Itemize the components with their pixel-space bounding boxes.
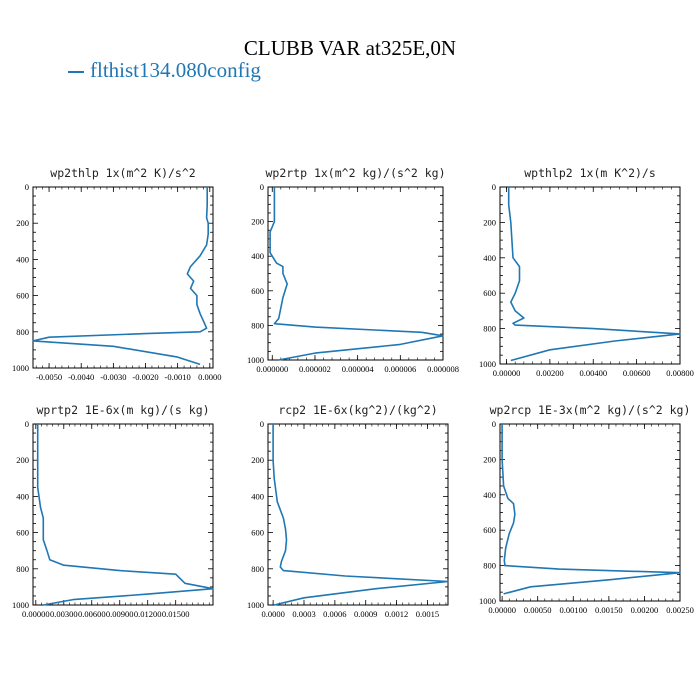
- x-tick-label: 0.0009: [354, 609, 377, 619]
- y-tick-label: 0: [492, 419, 496, 429]
- x-tick-label: 0.0012: [385, 609, 408, 619]
- y-tick-label: 1000: [479, 596, 496, 606]
- x-tick-label: 0.01500: [162, 609, 190, 619]
- y-tick-label: 600: [251, 286, 264, 296]
- plot-frame: [267, 186, 444, 361]
- x-tick-label: 0.00000: [488, 605, 516, 615]
- y-tick-label: 800: [251, 564, 264, 574]
- plot-panel: wp2rtp 1x(m^2 kg)/(s^2 kg)0 200 400 600 800 1…: [247, 166, 459, 374]
- plot-title: wprtp2 1E-6x(m kg)/(s kg): [36, 403, 209, 417]
- y-tick-label: 1000: [247, 600, 264, 610]
- x-tick-label: 0.00200: [536, 368, 564, 378]
- plot-panel: wp2thlp 1x(m^2 K)/s^2 0 200 400 600 800 1000 -0…: [12, 166, 221, 382]
- x-tick-label: 0.0006: [323, 609, 346, 619]
- y-tick-label: 400: [483, 490, 496, 500]
- legend-label: flthist134.080config: [90, 58, 261, 82]
- plot-title: wp2rtp 1x(m^2 kg)/(s^2 kg): [265, 166, 445, 180]
- series-line: [501, 424, 681, 595]
- y-tick-label: 1000: [12, 600, 29, 610]
- x-tick-label: 0.000004: [342, 364, 375, 374]
- x-tick-label: 0.000008: [427, 364, 459, 374]
- y-tick-label: 600: [16, 291, 29, 301]
- y-tick-label: 0: [25, 182, 29, 192]
- plot-title: rcp2 1E-6x(kg^2)/(kg^2): [278, 403, 437, 417]
- y-tick-label: 600: [483, 525, 496, 535]
- series-line: [32, 187, 209, 366]
- plot-panel: wprtp2 1E-6x(m kg)/(s kg) 0 200 400 600 800 10…: [12, 403, 214, 619]
- x-tick-label: 0.00050: [524, 605, 552, 615]
- plot-panel: rcp2 1E-6x(kg^2)/(kg^2) 0 200 400 600 800 1000…: [247, 403, 449, 619]
- y-tick-label: 400: [16, 491, 29, 501]
- x-tick-label: -0.0050: [36, 372, 62, 382]
- y-tick-label: 1000: [247, 355, 264, 365]
- legend: flthist134.080config: [68, 58, 261, 83]
- plot-panel: wp2rcp 1E-3x(m^2 kg)/(s^2 kg) 0 200 400 600 8…: [479, 403, 694, 615]
- y-tick-label: 0: [260, 182, 264, 192]
- y-tick-label: 1000: [12, 363, 29, 373]
- y-tick-label: 1000: [479, 359, 496, 369]
- legend-line-swatch: [68, 71, 84, 74]
- x-tick-label: 0.00400: [579, 368, 607, 378]
- page-title: CLUBB VAR at325E,0N: [243, 36, 457, 60]
- x-tick-label: -0.0030: [100, 372, 126, 382]
- series-line: [269, 187, 444, 361]
- y-tick-label: 200: [483, 454, 496, 464]
- y-tick-label: 800: [483, 324, 496, 334]
- series-line: [507, 187, 681, 362]
- y-tick-label: 200: [251, 455, 264, 465]
- y-tick-label: 0: [25, 419, 29, 429]
- x-tick-label: 0.00800: [666, 368, 694, 378]
- plot-frame: [499, 423, 681, 602]
- y-tick-label: 800: [251, 320, 264, 330]
- x-tick-label: 0.000000: [256, 364, 288, 374]
- y-tick-label: 200: [16, 455, 29, 465]
- y-tick-label: 400: [16, 254, 29, 264]
- x-tick-label: 0.000006: [384, 364, 416, 374]
- y-tick-label: 600: [483, 288, 496, 298]
- x-tick-label: 0.00100: [559, 605, 587, 615]
- plot-title: wp2rcp 1E-3x(m^2 kg)/(s^2 kg): [490, 403, 691, 417]
- y-tick-label: 600: [251, 528, 264, 538]
- plot-frame: [32, 423, 214, 606]
- x-tick-label: 0.000002: [299, 364, 331, 374]
- y-tick-label: 400: [251, 251, 264, 261]
- x-tick-label: 0.00150: [595, 605, 623, 615]
- x-tick-label: 0.00600: [78, 609, 106, 619]
- y-tick-label: 400: [483, 253, 496, 263]
- y-tick-label: 0: [260, 419, 264, 429]
- x-tick-label: 0.00200: [631, 605, 659, 615]
- plot-frame: [267, 423, 449, 606]
- y-tick-label: 200: [251, 217, 264, 227]
- series-line: [272, 424, 449, 606]
- plot-frame: [32, 186, 214, 369]
- x-tick-label: 0.00000: [22, 609, 50, 619]
- x-tick-label: -0.0010: [165, 372, 191, 382]
- x-tick-label: 0.00900: [106, 609, 134, 619]
- plot-panel: wpthlp2 1x(m K^2)/s020040060080010000.00…: [479, 166, 694, 378]
- x-tick-label: -0.0020: [132, 372, 158, 382]
- y-tick-label: 200: [483, 217, 496, 227]
- y-tick-label: 800: [16, 327, 29, 337]
- x-tick-label: 0.0000: [198, 372, 221, 382]
- y-tick-label: 200: [16, 218, 29, 228]
- x-tick-label: 0.00250: [666, 605, 694, 615]
- y-tick-label: 800: [16, 564, 29, 574]
- y-tick-label: 0: [492, 182, 496, 192]
- series-line: [36, 424, 214, 606]
- y-tick-label: 400: [251, 491, 264, 501]
- plot-title: wp2thlp 1x(m^2 K)/s^2: [50, 166, 195, 180]
- x-tick-label: -0.0040: [68, 372, 94, 382]
- x-tick-label: 0.0003: [292, 609, 315, 619]
- x-tick-label: 0.01200: [134, 609, 162, 619]
- x-tick-label: 0.00300: [50, 609, 78, 619]
- plot-title: wpthlp2 1x(m K^2)/s: [524, 166, 656, 180]
- x-tick-label: 0.0015: [416, 609, 439, 619]
- x-tick-label: 0.00000: [493, 368, 521, 378]
- y-tick-label: 800: [483, 561, 496, 571]
- x-tick-label: 0.00600: [623, 368, 651, 378]
- x-tick-label: 0.0000: [261, 609, 284, 619]
- y-tick-label: 600: [16, 528, 29, 538]
